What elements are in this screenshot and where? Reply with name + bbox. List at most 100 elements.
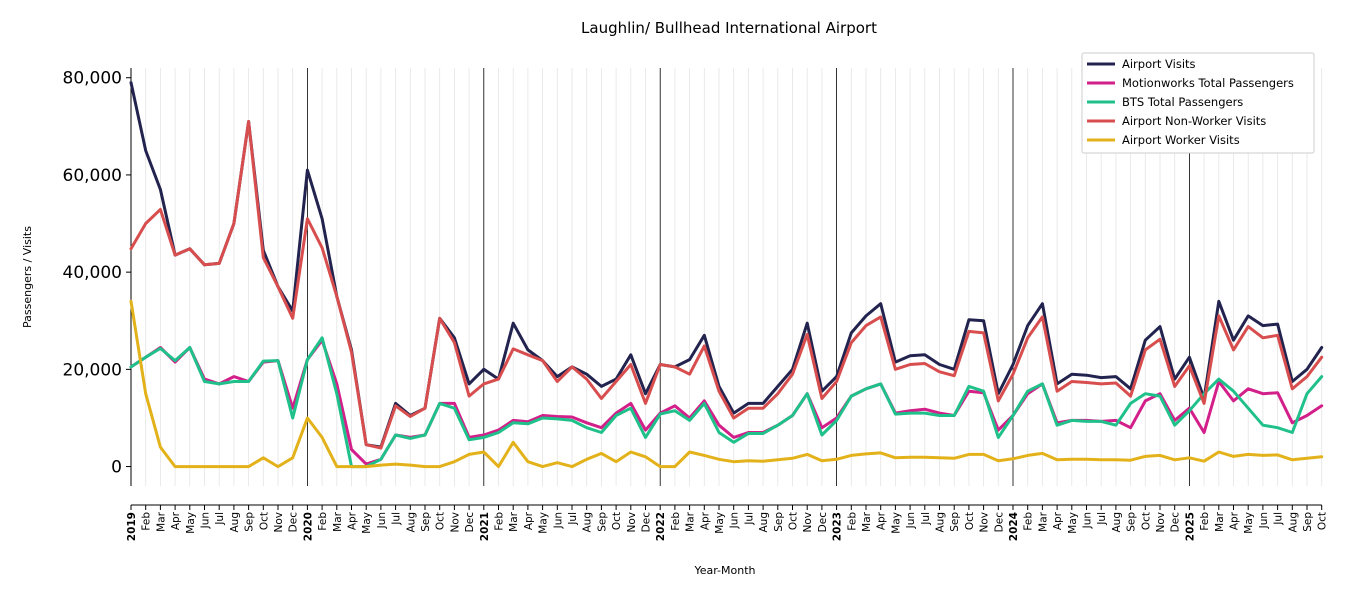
x-tick-label: Apr	[699, 511, 711, 530]
x-tick-label: Oct	[435, 512, 447, 530]
x-tick-label: 2025	[1184, 512, 1196, 541]
x-tick-label: Aug	[582, 512, 594, 533]
x-tick-label: Jul	[1096, 512, 1108, 526]
y-axis-label: Passengers / Visits	[21, 226, 34, 328]
x-tick-label: May	[361, 512, 373, 534]
x-tick-label: Mar	[332, 511, 344, 531]
x-tick-label: Sep	[420, 512, 432, 532]
x-tick-label: Feb	[141, 512, 153, 531]
x-tick-label: Aug	[1111, 512, 1123, 533]
x-tick-label: May	[1067, 512, 1079, 534]
series-line-4	[129, 120, 1324, 450]
x-tick-label: 2021	[479, 512, 491, 541]
x-tick-label: Jun	[729, 512, 741, 529]
x-tick-label: Oct	[964, 512, 976, 530]
x-tick-label: Dec	[641, 512, 653, 533]
y-tick-label: 60,000	[63, 166, 122, 186]
x-tick-label: Apr	[523, 511, 535, 530]
x-tick-label: Feb	[494, 512, 506, 531]
x-tick-label: Jul	[567, 512, 579, 526]
x-tick-label: Mar	[685, 511, 697, 531]
x-tick-label: Nov	[626, 512, 638, 533]
x-tick-label: Aug	[405, 512, 417, 533]
series-line-5	[129, 299, 1324, 469]
x-tick-label: Dec	[288, 512, 300, 533]
x-tick-label: Oct	[788, 512, 800, 530]
x-tick-label: Feb	[846, 512, 858, 531]
x-tick-label: Feb	[1023, 512, 1035, 531]
x-tick-label: Apr	[1052, 511, 1064, 530]
x-tick-label: Nov	[1155, 512, 1167, 533]
x-tick-label: Jul	[214, 512, 226, 526]
x-tick-label: Jun	[1258, 512, 1270, 529]
x-tick-label: Sep	[949, 512, 961, 532]
x-tick-label: Nov	[273, 512, 285, 533]
x-tick-label: Feb	[317, 512, 329, 531]
x-tick-label: Oct	[1140, 512, 1152, 530]
x-tick-label: Dec	[993, 512, 1005, 533]
x-tick-label: 2020	[302, 512, 314, 541]
x-tick-label: Aug	[1287, 512, 1299, 533]
x-tick-label: Jun	[200, 512, 212, 529]
x-tick-label: Jul	[743, 512, 755, 526]
legend-label: Airport Non-Worker Visits	[1122, 114, 1266, 128]
x-tick-label: Aug	[758, 512, 770, 533]
legend-label: Airport Visits	[1122, 57, 1196, 71]
x-tick-label: Jun	[376, 512, 388, 529]
x-tick-label: Sep	[773, 512, 785, 532]
series-line-1	[129, 81, 1324, 449]
legend-label: Airport Worker Visits	[1122, 133, 1240, 147]
x-tick-label: 2019	[126, 512, 138, 541]
x-tick-label: Jun	[905, 512, 917, 529]
x-tick-label: Dec	[464, 512, 476, 533]
x-tick-label: Apr	[170, 511, 182, 530]
x-tick-label: Mar	[155, 511, 167, 531]
x-tick-label: Nov	[449, 512, 461, 533]
x-tick-label: Oct	[258, 512, 270, 530]
x-tick-label: May	[1243, 512, 1255, 534]
x-tick-label: Nov	[979, 512, 991, 533]
x-tick-label: Jul	[1273, 512, 1285, 526]
x-tick-label: Oct	[611, 512, 623, 530]
x-tick-label: May	[538, 512, 550, 534]
series-lines	[129, 81, 1324, 469]
x-tick-label: Sep	[1302, 512, 1314, 532]
x-tick-label: Aug	[935, 512, 947, 533]
x-tick-label: Jul	[920, 512, 932, 526]
legend-label: BTS Total Passengers	[1122, 95, 1243, 109]
x-tick-label: Mar	[1214, 511, 1226, 531]
x-tick-label: Apr	[347, 511, 359, 530]
x-tick-label: 2022	[655, 512, 667, 541]
x-tick-label: Dec	[817, 512, 829, 533]
x-axis-label: Year-Month	[693, 564, 755, 577]
series-line-3	[129, 336, 1324, 469]
x-tick-label: Sep	[244, 512, 256, 532]
x-tick-label: May	[890, 512, 902, 534]
x-tick-label: 2024	[1008, 512, 1020, 541]
x-tick-label: Sep	[596, 512, 608, 532]
x-tick-label: Mar	[1037, 511, 1049, 531]
x-tick-label: Jul	[391, 512, 403, 526]
x-tick-label: Feb	[670, 512, 682, 531]
legend-box	[1081, 52, 1315, 154]
legend-label: Motionworks Total Passengers	[1122, 76, 1294, 90]
x-tick-label: May	[185, 512, 197, 534]
x-tick-label: Feb	[1199, 512, 1211, 531]
chart-title: Laughlin/ Bullhead International Airport	[581, 19, 877, 37]
y-tick-label: 20,000	[63, 360, 122, 380]
x-tick-label: Sep	[1126, 512, 1138, 532]
x-tick-label: Apr	[876, 511, 888, 530]
x-tick-label: May	[714, 512, 726, 534]
x-tick-label: Jun	[1082, 512, 1094, 529]
x-tick-label: Oct	[1317, 512, 1329, 530]
y-tick-label: 40,000	[63, 263, 122, 283]
x-tick-label: Mar	[508, 511, 520, 531]
x-tick-label: Jun	[552, 512, 564, 529]
legend: Airport Visits Motionworks Total Passenge…	[1081, 52, 1315, 154]
y-tick-label: 0	[111, 458, 122, 478]
x-tick-label: Apr	[1229, 511, 1241, 530]
y-tick-label: 80,000	[63, 69, 122, 89]
